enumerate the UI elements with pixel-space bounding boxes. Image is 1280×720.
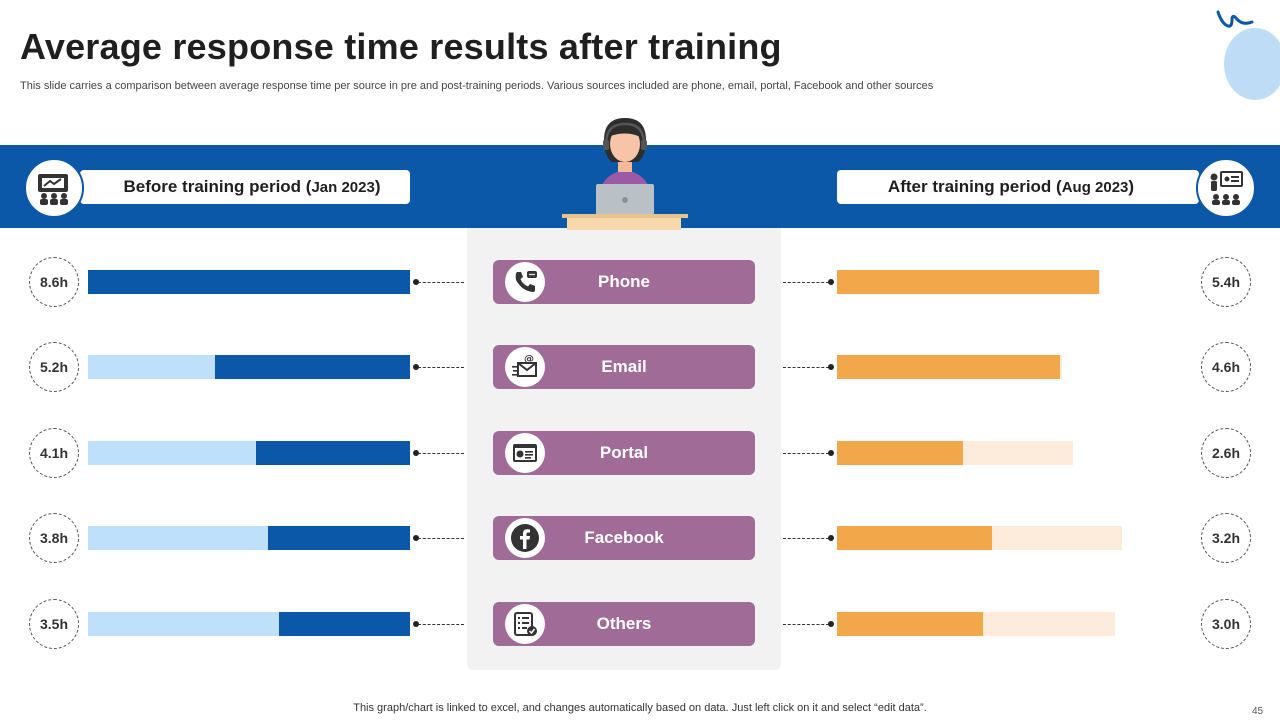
after-connector-dot (828, 535, 834, 541)
page-number: 45 (1252, 706, 1264, 717)
source-button-phone[interactable]: Phone (493, 260, 755, 304)
before-period-close: ) (374, 177, 381, 196)
before-period-date: Jan 2023 (311, 178, 375, 196)
after-bar-phone (837, 270, 1099, 294)
after-connector-line (783, 453, 829, 454)
before-value-phone: 8.6h (29, 257, 79, 307)
brand-logo (1212, 8, 1280, 103)
after-bar-others (837, 612, 983, 636)
source-label-facebook: Facebook (584, 528, 664, 547)
before-bar-portal (256, 441, 410, 465)
after-bar-email (837, 355, 1061, 379)
before-connector-dot (413, 364, 419, 370)
svg-text:@: @ (524, 354, 534, 365)
support-agent-illustration (562, 118, 688, 230)
before-period-label: Before training period (Jan 2023) (80, 170, 410, 204)
after-bar-portal (837, 441, 964, 465)
after-value-facebook: 3.2h (1201, 513, 1251, 563)
before-bar-others (278, 612, 410, 636)
after-value-phone: 5.4h (1201, 257, 1251, 307)
source-label-email: Email (601, 357, 647, 376)
after-connector-line (783, 367, 829, 368)
source-button-facebook[interactable]: Facebook (493, 516, 755, 560)
before-bar-facebook (267, 526, 410, 550)
before-connector-line (418, 538, 464, 539)
before-connector-dot (413, 621, 419, 627)
before-connector-line (418, 367, 464, 368)
page-title: Average response time results after trai… (20, 26, 782, 67)
after-connector-line (783, 538, 829, 539)
after-period-close: ) (1128, 177, 1135, 196)
before-period-text: Before training period ( (123, 177, 312, 196)
before-connector-dot (413, 279, 419, 285)
phone-icon (505, 262, 545, 302)
after-period-text: After training period ( (887, 177, 1062, 196)
source-label-others: Others (596, 614, 652, 633)
before-value-portal: 4.1h (29, 428, 79, 478)
after-period-label: After training period (Aug 2023) (837, 170, 1199, 204)
source-button-others[interactable]: Others (493, 602, 755, 646)
after-value-others: 3.0h (1201, 599, 1251, 649)
before-connector-dot (413, 535, 419, 541)
trainer-icon (1196, 158, 1256, 218)
source-button-email[interactable]: @ Email (493, 345, 755, 389)
logo-mark-icon (1216, 10, 1254, 28)
after-connector-dot (828, 364, 834, 370)
source-label-portal: Portal (599, 443, 649, 462)
after-value-email: 4.6h (1201, 342, 1251, 392)
facebook-icon (505, 518, 545, 558)
page-subtitle: This slide carries a comparison between … (20, 80, 934, 92)
before-bar-email (215, 355, 410, 379)
email-icon: @ (505, 347, 545, 387)
before-value-facebook: 3.8h (29, 513, 79, 563)
after-connector-dot (828, 279, 834, 285)
before-connector-line (418, 282, 464, 283)
footnote: This graph/chart is linked to excel, and… (353, 702, 927, 714)
before-connector-dot (413, 450, 419, 456)
source-button-portal[interactable]: Portal (493, 431, 755, 475)
before-value-email: 5.2h (29, 342, 79, 392)
after-connector-line (783, 624, 829, 625)
after-bar-facebook (837, 526, 993, 550)
portal-icon (505, 433, 545, 473)
after-period-date: Aug 2023 (1061, 178, 1129, 196)
after-connector-dot (828, 450, 834, 456)
source-label-phone: Phone (598, 272, 650, 291)
before-connector-line (418, 624, 464, 625)
others-icon (505, 604, 545, 644)
before-bar-phone (87, 270, 410, 294)
after-connector-line (783, 282, 829, 283)
after-connector-dot (828, 621, 834, 627)
presentation-audience-icon (24, 158, 84, 218)
before-connector-line (418, 453, 464, 454)
before-value-others: 3.5h (29, 599, 79, 649)
logo-circle (1224, 28, 1280, 100)
after-value-portal: 2.6h (1201, 428, 1251, 478)
